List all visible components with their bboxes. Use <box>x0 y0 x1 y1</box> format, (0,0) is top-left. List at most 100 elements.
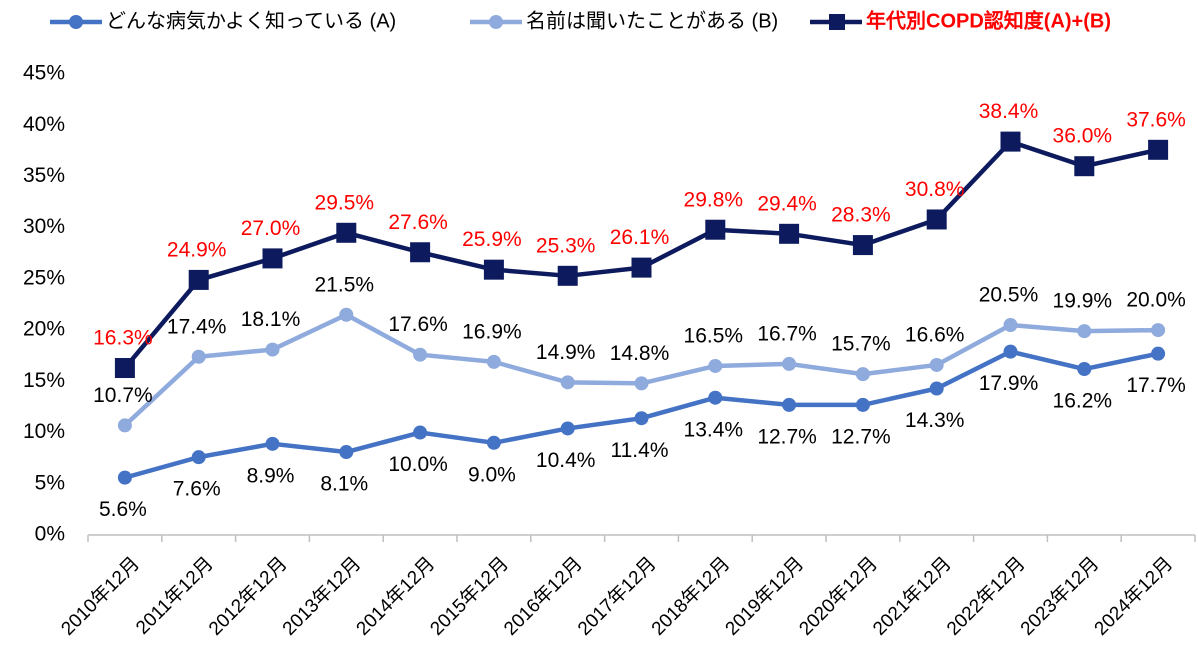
data-point <box>560 421 575 436</box>
data-point <box>191 349 206 364</box>
data-label: 14.8% <box>610 342 670 365</box>
series-line <box>123 312 1159 428</box>
x-tick-label: 2019年12月 <box>721 553 808 640</box>
data-point <box>1151 346 1166 361</box>
data-point <box>1000 131 1021 152</box>
data-label: 7.6% <box>173 478 221 501</box>
x-tick-label: 2021年12月 <box>869 553 956 640</box>
data-label: 25.9% <box>462 228 522 251</box>
data-label: 17.6% <box>388 313 448 336</box>
data-label: 29.5% <box>315 191 375 214</box>
data-label: 16.3% <box>93 327 153 350</box>
data-point <box>410 242 431 263</box>
data-label: 14.9% <box>536 341 596 364</box>
data-label: 17.7% <box>1126 374 1186 397</box>
x-tick-label: 2022年12月 <box>942 553 1029 640</box>
data-point <box>188 269 209 290</box>
data-label: 19.9% <box>1053 290 1113 313</box>
y-tick-label: 10% <box>23 420 65 443</box>
data-label: 16.9% <box>462 320 522 343</box>
data-point <box>339 445 354 460</box>
y-tick-label: 25% <box>23 266 65 289</box>
legend-label: 名前は聞いたことがある (B) <box>526 9 778 32</box>
data-label: 30.8% <box>905 178 965 201</box>
data-point <box>708 390 723 405</box>
data-label: 21.5% <box>315 273 375 296</box>
data-point <box>1003 317 1018 332</box>
data-label: 36.0% <box>1053 125 1113 148</box>
y-tick-label: 30% <box>23 215 65 238</box>
data-point <box>1074 156 1095 177</box>
data-label: 29.4% <box>757 192 817 215</box>
data-label: 10.4% <box>536 449 596 472</box>
y-tick-label: 45% <box>23 62 65 85</box>
data-label: 8.9% <box>247 464 295 487</box>
data-label: 20.5% <box>979 284 1039 307</box>
data-point <box>483 259 504 280</box>
data-point <box>1148 139 1169 160</box>
data-label: 14.3% <box>905 409 965 432</box>
data-point <box>782 356 797 371</box>
data-label: 12.7% <box>831 425 891 448</box>
data-point <box>339 307 354 322</box>
data-point <box>929 357 944 372</box>
data-label: 27.6% <box>388 211 448 234</box>
data-point <box>705 219 726 240</box>
data-point <box>708 358 723 373</box>
data-point <box>336 222 357 243</box>
data-label: 9.0% <box>468 463 516 486</box>
data-label: 28.3% <box>831 204 891 227</box>
x-tick-label: 2016年12月 <box>500 553 587 640</box>
data-point <box>117 470 132 485</box>
data-label: 17.9% <box>979 372 1039 395</box>
data-point <box>779 223 800 244</box>
data-label: 8.1% <box>320 473 368 496</box>
legend-marker <box>489 15 503 29</box>
data-label: 25.3% <box>536 234 596 257</box>
data-label: 27.0% <box>241 217 301 240</box>
y-tick-label: 20% <box>23 318 65 341</box>
data-point <box>117 418 132 433</box>
data-label: 16.6% <box>905 323 965 346</box>
data-point <box>262 248 283 269</box>
data-label: 37.6% <box>1126 108 1186 131</box>
data-label: 12.7% <box>757 425 817 448</box>
x-tick-label: 2015年12月 <box>426 553 513 640</box>
data-label: 29.8% <box>684 188 744 211</box>
data-label: 11.4% <box>611 439 669 462</box>
data-point <box>852 235 873 256</box>
data-point <box>1151 323 1166 338</box>
x-tick-label: 2018年12月 <box>647 553 734 640</box>
data-label: 16.2% <box>1053 390 1113 413</box>
legend-label: どんな病気かよく知っている (A) <box>106 9 396 32</box>
data-point <box>191 450 206 465</box>
data-point <box>855 397 870 412</box>
data-label: 20.0% <box>1126 289 1186 312</box>
data-point <box>265 436 280 451</box>
data-point <box>634 376 649 391</box>
x-tick-label: 2024年12月 <box>1090 553 1177 640</box>
data-point <box>265 342 280 357</box>
data-label: 18.1% <box>241 308 301 331</box>
data-point <box>114 358 135 379</box>
data-point <box>1077 362 1092 377</box>
data-point <box>486 435 501 450</box>
data-label: 10.0% <box>388 453 448 476</box>
data-point <box>855 367 870 382</box>
data-point <box>413 347 428 362</box>
data-label: 10.7% <box>93 384 153 407</box>
x-tick-label: 2013年12月 <box>278 553 365 640</box>
data-point <box>486 354 501 369</box>
y-tick-label: 15% <box>23 369 65 392</box>
data-label: 17.4% <box>167 315 227 338</box>
data-point <box>557 265 578 286</box>
y-tick-label: 35% <box>23 164 65 187</box>
legend-marker <box>829 14 845 30</box>
data-point <box>1077 324 1092 339</box>
data-point <box>782 397 797 412</box>
x-tick-label: 2020年12月 <box>795 553 882 640</box>
x-tick-label: 2014年12月 <box>352 553 439 640</box>
data-label: 15.7% <box>831 333 891 356</box>
legend-label: 年代別COPD認知度(A)+(B) <box>866 8 1111 32</box>
